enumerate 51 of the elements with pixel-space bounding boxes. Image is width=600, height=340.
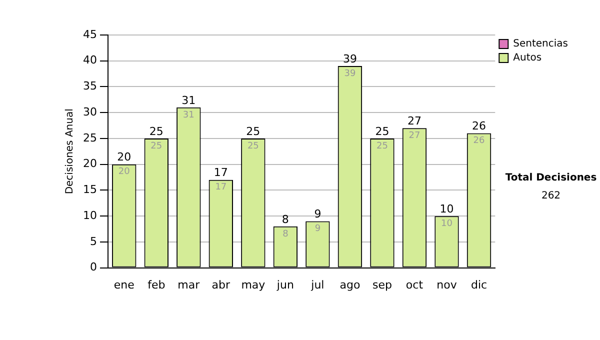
y-tick-label: 45 [82,28,97,41]
total-label: 25 [375,124,390,138]
total-label: 26 [472,120,486,133]
total-label: 8 [282,212,289,226]
y-tick-label: 10 [82,208,97,222]
x-tick-label: ago [340,278,360,292]
x-tick-label: dic [470,278,488,292]
y-tick-label: 15 [82,183,97,196]
data-label: 25 [150,141,162,152]
data-label: 25 [247,141,259,152]
y-axis-title: Decisiones Anual [64,108,76,194]
legend-label: Autos [513,52,542,64]
data-label: 39 [344,68,356,79]
data-label: 25 [376,141,388,152]
x-tick-label: sep [372,278,392,292]
y-tick-label: 0 [90,260,97,274]
y-tick-label: 30 [82,105,97,118]
data-label: 17 [215,182,227,193]
total-label: 31 [182,94,196,107]
y-tick-label: 5 [90,234,97,248]
legend-label: Sentencias [513,38,568,50]
y-tick-label: 25 [82,131,97,144]
text: 262 [541,190,561,202]
total-label: 20 [117,150,132,164]
x-tick-label: abr [212,278,231,292]
x-tick-label: ene [114,278,135,292]
data-label: 9 [314,224,321,234]
total-label: 25 [149,124,164,138]
x-tick-label: may [241,278,266,292]
data-label: 10 [441,218,453,229]
total-label: 10 [440,202,454,216]
x-tick-label: jun [276,278,294,292]
total-label: 27 [407,114,422,128]
total-label: 39 [342,52,357,66]
data-label: 26 [473,136,486,146]
y-tick-label: 20 [82,157,97,170]
data-label: 31 [182,110,194,120]
data-label: 27 [408,130,420,141]
y-tick-label: 35 [82,80,97,93]
x-tick-label: nov [436,278,458,292]
total-label: 25 [246,124,260,138]
total-label: 9 [314,208,322,221]
y-tick-label: 40 [82,54,97,67]
text: Total Decisiones [505,172,597,184]
total-label: 17 [214,166,228,180]
data-label: 20 [118,167,130,178]
x-tick-label: mar [178,278,200,292]
data-label: 8 [282,229,289,240]
x-tick-label: oct [406,278,424,292]
x-tick-label: jul [310,278,324,292]
x-tick-label: feb [148,278,166,292]
